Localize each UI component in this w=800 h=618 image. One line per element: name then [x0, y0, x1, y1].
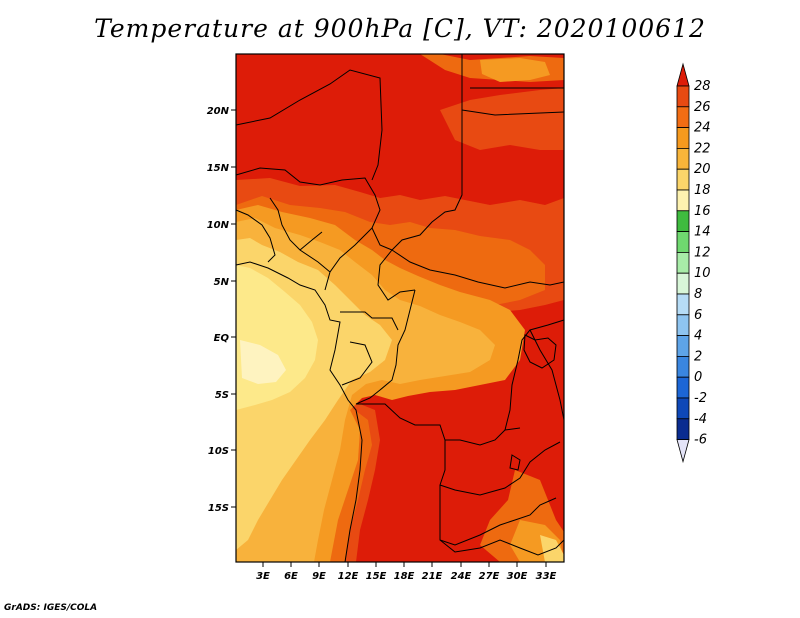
colorbar-segment	[676, 231, 690, 253]
colorbar-segment	[676, 418, 690, 440]
lon-label: 6E	[284, 571, 298, 582]
lat-label: 5S	[215, 390, 229, 401]
colorbar-segment	[676, 168, 690, 191]
colorbar-label: 26	[694, 100, 711, 115]
colorbar-label: -6	[694, 433, 707, 448]
lon-axis: 3E 6E 9E 12E 15E 18E 21E 24E 27E 30E 33E	[256, 562, 557, 582]
colorbar-segment	[676, 147, 690, 170]
lat-label: EQ	[214, 333, 230, 344]
colorbar-label: 4	[694, 329, 702, 344]
colorbar-label: 14	[694, 225, 711, 240]
lon-label: 24E	[451, 571, 472, 582]
lon-label: 30E	[507, 571, 528, 582]
lat-label: 5N	[214, 277, 230, 288]
colorbar-label: 8	[694, 287, 702, 302]
colorbar-label: 6	[694, 308, 702, 323]
lat-label: 15S	[208, 503, 229, 514]
colorbar-label: 16	[694, 204, 711, 219]
lat-label: 15N	[207, 163, 230, 174]
colorbar-label: 12	[694, 245, 711, 260]
lat-label: 10N	[207, 220, 230, 231]
lon-label: 33E	[536, 571, 557, 582]
lon-label: 9E	[312, 571, 326, 582]
lat-axis: 20N 15N 10N 5N EQ 5S 10S 15S	[207, 106, 236, 514]
colorbar-label: 22	[694, 141, 711, 156]
colorbar-label: 20	[694, 162, 711, 177]
lon-label: 12E	[338, 571, 359, 582]
lat-label: 10S	[208, 446, 229, 457]
colorbar-label: 28	[694, 79, 711, 94]
temperature-field	[236, 54, 564, 562]
country-borders	[235, 54, 565, 563]
colorbar-label: 18	[694, 183, 711, 198]
colorbar-segment	[676, 355, 690, 378]
colorbar-label: 2	[694, 349, 702, 364]
colorbar-segment	[676, 376, 690, 399]
colorbar-segment	[676, 189, 690, 212]
colorbar-segment	[676, 127, 690, 149]
colorbar-segment	[676, 210, 690, 233]
colorbar-label: 0	[694, 370, 702, 385]
colorbar-min-arrow	[676, 439, 690, 464]
colorbar-max-arrow	[676, 62, 690, 87]
colorbar-label: 10	[694, 266, 711, 281]
colorbar-segment	[676, 314, 690, 336]
colorbar-segment	[676, 106, 690, 129]
lon-label: 3E	[256, 571, 270, 582]
colorbar-segment	[676, 293, 690, 316]
lon-label: 21E	[422, 571, 443, 582]
lon-label: 27E	[479, 571, 500, 582]
chart-title: Temperature at 900hPa [C], VT: 202010061…	[94, 14, 706, 43]
colorbar-segment	[676, 335, 690, 357]
footer-credit: GrADS: IGES/COLA	[4, 603, 98, 613]
colorbar-label: -2	[694, 391, 707, 406]
colorbar-segment	[676, 397, 690, 420]
colorbar-label: 24	[694, 121, 711, 136]
lon-label: 15E	[366, 571, 387, 582]
colorbar-segment	[676, 251, 690, 274]
colorbar-segment	[676, 85, 690, 108]
colorbar-label: -4	[694, 412, 707, 427]
colorbar-segment	[676, 272, 690, 295]
map-frame	[235, 53, 565, 563]
lat-label: 20N	[207, 106, 230, 117]
lon-label: 18E	[394, 571, 415, 582]
